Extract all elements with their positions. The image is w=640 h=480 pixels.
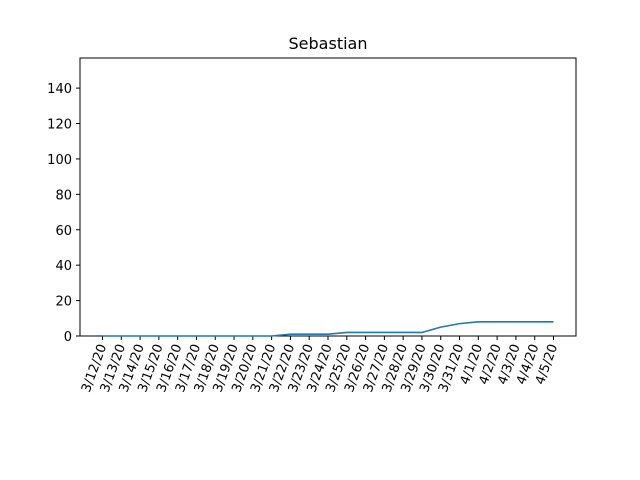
- chart-title: Sebastian: [289, 34, 368, 53]
- plot-area: [79, 57, 577, 337]
- y-tick-label: 120: [47, 118, 72, 133]
- series-group: [102, 321, 554, 337]
- y-axis: 0 20 40 60 80 100 120 140: [47, 82, 80, 345]
- y-tick-label: 100: [47, 153, 72, 168]
- y-tick-label: 80: [55, 188, 72, 203]
- series-line: [102, 321, 554, 337]
- y-tick-label: 40: [55, 259, 72, 274]
- y-tick-label: 140: [47, 82, 72, 97]
- y-tick-label: 20: [55, 295, 72, 310]
- x-axis: 3/12/203/13/203/14/203/15/203/16/203/17/…: [79, 336, 561, 394]
- y-tick-label: 60: [55, 224, 72, 239]
- y-tick-label: 0: [64, 330, 72, 345]
